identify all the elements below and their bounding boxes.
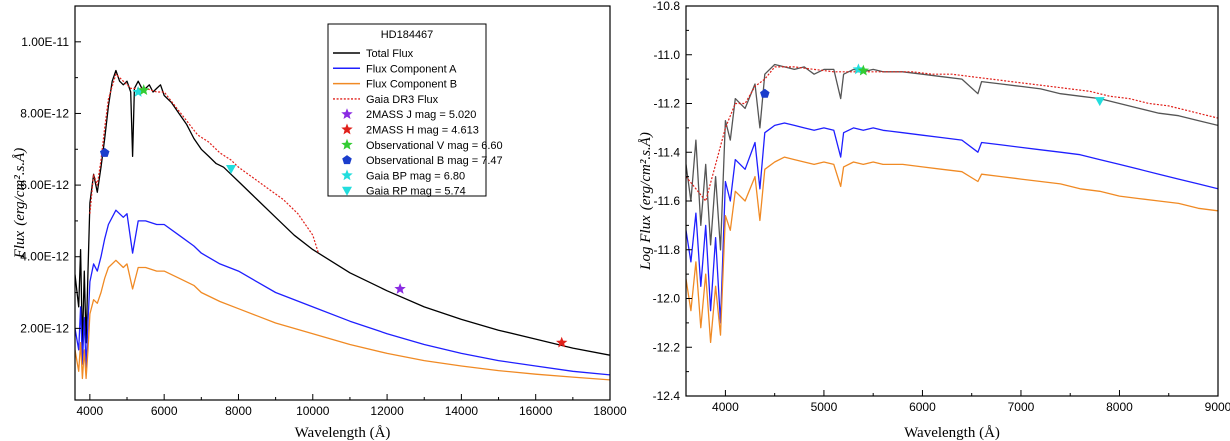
legend-entry-gaia-rp-mag-5-74-swatch xyxy=(342,186,352,196)
x-tick-label: 9000 xyxy=(1205,400,1230,414)
legend-entry-flux-component-a-label: Flux Component A xyxy=(366,63,457,75)
marker-gaia-rp-mag-5-74 xyxy=(1094,97,1105,107)
legend-entry-total-flux-label: Total Flux xyxy=(366,48,414,60)
x-tick-label: 6000 xyxy=(151,404,178,418)
legend-entry-gaia-bp-mag-6-80-label: Gaia BP mag = 6.80 xyxy=(366,170,465,182)
series-line-total-flux xyxy=(75,69,610,356)
y-tick-label: -11.0 xyxy=(654,48,681,62)
marker-2mass-j-mag-5-020 xyxy=(394,282,406,294)
legend-entry-gaia-bp-mag-6-80-swatch xyxy=(341,169,353,181)
y-axis-title-units: (erg/cm².s.Å) xyxy=(12,148,28,226)
y-tick-label: -10.8 xyxy=(653,0,681,13)
plot-frame xyxy=(74,5,611,401)
legend: HD184467 Total Flux Flux Component A Flux C… xyxy=(327,23,503,198)
legend-entry-observational-b-mag-7-47-swatch xyxy=(342,155,352,165)
legend-entry-gaia-rp-mag-5-74-label: Gaia RP mag = 5.74 xyxy=(366,186,466,198)
series-line-flux-component-a xyxy=(75,209,610,376)
y-tick-label: 8.00E-12 xyxy=(20,106,69,120)
left-chart-panel: 4000 6000 8000 10000 12000 14000 16000 18000 2.0… xyxy=(12,5,627,441)
series-group xyxy=(686,63,1218,344)
x-tick-label: 7000 xyxy=(1008,400,1035,414)
y-tick-label: 2.00E-12 xyxy=(20,321,69,335)
series-line-flux-component-b xyxy=(686,156,1218,344)
y-tick-label: 1.00E-11 xyxy=(21,35,69,49)
marker-observational-v-mag-6-60 xyxy=(138,84,150,96)
x-tick-label: 5000 xyxy=(811,400,838,414)
x-tick-label: 16000 xyxy=(519,404,553,418)
y-axis-title-units: (erg/cm².s.Å) xyxy=(638,132,654,210)
plot-frame xyxy=(685,5,1219,397)
x-tick-label: 8000 xyxy=(1106,400,1133,414)
marker-2mass-h-mag-4-613 xyxy=(556,336,568,348)
y-tick-label: -11.6 xyxy=(654,194,681,208)
y-tick-label: -11.8 xyxy=(654,243,681,257)
legend-entry-observational-v-mag-6-60-swatch xyxy=(341,138,353,150)
marker-observational-b-mag-7-47 xyxy=(99,147,110,157)
y-tick-label: -12.0 xyxy=(653,292,681,306)
y-tick-label: 4.00E-12 xyxy=(20,250,69,264)
y-tick-label: -11.2 xyxy=(654,97,681,111)
series-line-gaia-dr3-flux xyxy=(686,66,1218,202)
marker-observational-v-mag-6-60 xyxy=(857,64,870,76)
y-tick-label: -11.4 xyxy=(654,145,681,159)
y-axis-title-main: Log Flux xyxy=(638,215,654,271)
y-axis-title: Flux (erg/cm².s.Å) xyxy=(12,148,28,260)
legend-entry-2mass-h-mag-4-613-swatch xyxy=(341,123,353,135)
y-tick-label: -12.4 xyxy=(653,389,681,403)
legend-entry-observational-v-mag-6-60-label: Observational V mag = 6.60 xyxy=(366,140,503,152)
legend-entry-2mass-j-mag-5-020-label: 2MASS J mag = 5.020 xyxy=(366,109,476,121)
y-axis-title-main: Flux xyxy=(12,230,28,259)
legend-entry-2mass-j-mag-5-020-swatch xyxy=(341,108,353,120)
x-tick-label: 6000 xyxy=(909,400,936,414)
series-line-flux-component-a xyxy=(686,122,1218,324)
legend-entry-flux-component-b-label: Flux Component B xyxy=(366,79,457,91)
x-tick-label: 4000 xyxy=(712,400,739,414)
x-tick-label: 8000 xyxy=(225,404,252,418)
y-axis-title: Log Flux (erg/cm².s.Å) xyxy=(638,132,654,271)
legend-title: HD184467 xyxy=(381,29,434,41)
x-axis-title: Wavelength (Å) xyxy=(295,425,391,441)
x-tick-label: 18000 xyxy=(593,404,627,418)
right-chart-panel: 4000 5000 6000 7000 8000 9000 -12.4 -12.2 -12.0 -… xyxy=(638,0,1230,441)
marker-gaia-rp-mag-5-74 xyxy=(226,164,237,174)
series-group xyxy=(75,69,610,381)
series-line-gaia-dr3-flux xyxy=(89,73,319,254)
marker-observational-b-mag-7-47 xyxy=(760,88,770,98)
x-tick-label: 4000 xyxy=(77,404,104,418)
legend-entry-gaia-dr3-flux-label: Gaia DR3 Flux xyxy=(366,94,439,106)
series-line-flux-component-b xyxy=(75,259,610,381)
legend-entry-2mass-h-mag-4-613-label: 2MASS H mag = 4.613 xyxy=(366,125,479,137)
x-axis-title: Wavelength (Å) xyxy=(904,425,1000,441)
y-tick-label: -12.2 xyxy=(653,340,681,354)
x-tick-label: 12000 xyxy=(370,404,404,418)
x-tick-label: 10000 xyxy=(296,404,330,418)
x-tick-label: 14000 xyxy=(445,404,479,418)
legend-entry-observational-b-mag-7-47-label: Observational B mag = 7.47 xyxy=(366,155,503,167)
y-tick-label: 6.00E-12 xyxy=(20,178,69,192)
marker-gaia-bp-mag-6-80 xyxy=(132,85,144,97)
series-line-total-flux xyxy=(686,63,1218,251)
